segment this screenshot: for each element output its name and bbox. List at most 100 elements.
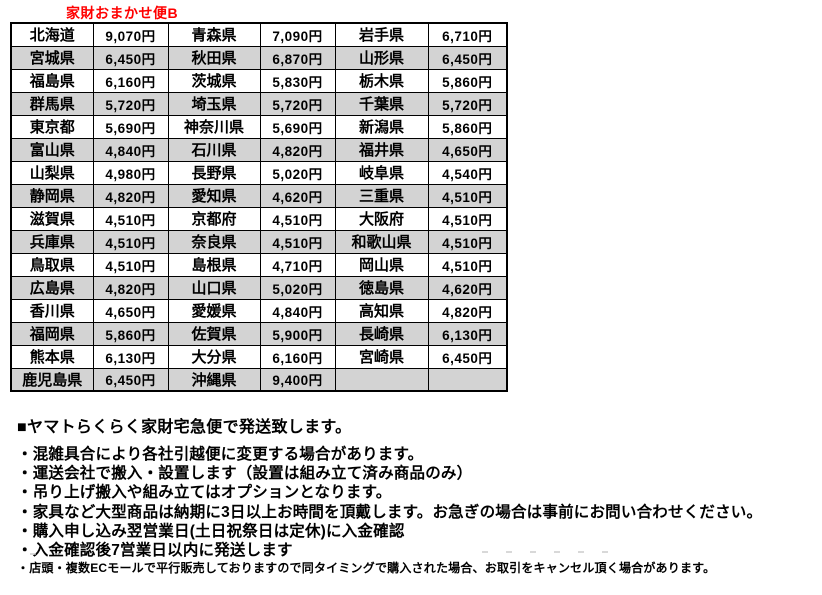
prefecture-cell: 山梨県: [10, 160, 94, 185]
price-cell: 6,160円: [259, 344, 336, 369]
price-cell: 4,510円: [92, 229, 169, 254]
prefecture-cell: 岩手県: [334, 22, 429, 47]
price-cell: 6,160円: [92, 68, 169, 93]
price-cell: 4,710円: [259, 252, 336, 277]
notes-heading: ■ヤマトらくらく家財宅急便で発送致します。: [17, 419, 352, 436]
price-cell: 4,620円: [427, 275, 508, 300]
prefecture-cell: 石川県: [167, 137, 261, 162]
price-cell: 4,820円: [427, 298, 508, 323]
notes-bullet: ・家具など大型商品は納期に3日以上お時間を頂戴します。お急ぎの場合は事前にお問い…: [17, 503, 763, 521]
price-cell: 6,710円: [427, 22, 508, 47]
prefecture-cell: 神奈川県: [167, 114, 261, 139]
price-cell: 5,720円: [259, 91, 336, 116]
page-title: 家財おまかせ便B: [66, 5, 179, 21]
prefecture-cell: 栃木県: [334, 68, 429, 93]
faint-dash-artifact: [482, 551, 622, 553]
price-cell: 5,020円: [259, 160, 336, 185]
table-row: 鳥取県 4,510円 島根県 4,710円 岡山県 4,510円: [10, 252, 508, 277]
price-cell: 9,400円: [259, 367, 336, 392]
prefecture-cell: 徳島県: [334, 275, 429, 300]
fee-table-body: 北海道 9,070円 青森県 7,090円 岩手県 6,710円 宮城県 6,450円 秋田県 6…: [10, 22, 508, 392]
notes-bullet: ・吊り上げ搬入や組み立てはオプションとなります。: [17, 484, 392, 502]
price-cell: 5,720円: [427, 91, 508, 116]
price-cell: 4,510円: [427, 252, 508, 277]
table-row: 宮城県 6,450円 秋田県 6,870円 山形県 6,450円: [10, 45, 508, 70]
price-cell: 5,020円: [259, 275, 336, 300]
prefecture-cell: 東京都: [10, 114, 94, 139]
price-cell: 4,510円: [427, 229, 508, 254]
prefecture-cell: 高知県: [334, 298, 429, 323]
price-cell: 4,510円: [259, 206, 336, 231]
prefecture-cell: 島根県: [167, 252, 261, 277]
price-cell: 4,510円: [427, 206, 508, 231]
prefecture-cell: 愛知県: [167, 183, 261, 208]
price-cell: 4,840円: [92, 137, 169, 162]
prefecture-cell: 岐阜県: [334, 160, 429, 185]
prefecture-cell: 沖縄県: [167, 367, 261, 392]
table-row: 富山県 4,840円 石川県 4,820円 福井県 4,650円: [10, 137, 508, 162]
notes-bullet: ・購入申し込み翌営業日(土日祝祭日は定休)に入金確認: [17, 522, 405, 540]
price-cell: 4,820円: [92, 275, 169, 300]
prefecture-cell: 鳥取県: [10, 252, 94, 277]
prefecture-cell: 北海道: [10, 22, 94, 47]
prefecture-cell: 福島県: [10, 68, 94, 93]
table-row: 群馬県 5,720円 埼玉県 5,720円 千葉県 5,720円: [10, 91, 508, 116]
price-cell: 6,450円: [92, 45, 169, 70]
price-cell: 4,620円: [259, 183, 336, 208]
table-row: 鹿児島県 6,450円 沖縄県 9,400円: [10, 367, 508, 392]
price-cell: 6,870円: [259, 45, 336, 70]
prefecture-cell: 岡山県: [334, 252, 429, 277]
price-cell: 4,510円: [427, 183, 508, 208]
price-cell: 5,860円: [92, 321, 169, 346]
price-cell: 6,130円: [92, 344, 169, 369]
table-row: 福島県 6,160円 茨城県 5,830円 栃木県 5,860円: [10, 68, 508, 93]
price-cell: 6,450円: [427, 344, 508, 369]
prefecture-cell: 滋賀県: [10, 206, 94, 231]
price-cell: 5,690円: [92, 114, 169, 139]
notes-bullet: ・入金確認後7営業日以内に発送します: [17, 542, 293, 560]
prefecture-cell: 愛媛県: [167, 298, 261, 323]
price-cell: 5,860円: [427, 114, 508, 139]
price-cell: 4,510円: [92, 206, 169, 231]
prefecture-cell: [334, 367, 429, 392]
shipping-fee-table: 北海道 9,070円 青森県 7,090円 岩手県 6,710円 宮城県 6,450円 秋田県 6…: [10, 22, 508, 392]
prefecture-cell: 三重県: [334, 183, 429, 208]
price-cell: 5,900円: [259, 321, 336, 346]
prefecture-cell: 広島県: [10, 275, 94, 300]
faint-dash-artifact: [30, 553, 78, 555]
table-row: 熊本県 6,130円 大分県 6,160円 宮崎県 6,450円: [10, 344, 508, 369]
table-row: 山梨県 4,980円 長野県 5,020円 岐阜県 4,540円: [10, 160, 508, 185]
notes-bullet: ・運送会社で搬入・設置します（設置は組み立て済み商品のみ）: [17, 465, 473, 483]
price-cell: 5,720円: [92, 91, 169, 116]
price-cell: 4,510円: [92, 252, 169, 277]
table-row: 香川県 4,650円 愛媛県 4,840円 高知県 4,820円: [10, 298, 508, 323]
notes-bullet-list: ・混雑具合により各社引越便に変更する場合があります。・運送会社で搬入・設置します…: [17, 445, 817, 560]
prefecture-cell: 静岡県: [10, 183, 94, 208]
price-cell: 6,450円: [92, 367, 169, 392]
prefecture-cell: 兵庫県: [10, 229, 94, 254]
prefecture-cell: 福井県: [334, 137, 429, 162]
table-row: 静岡県 4,820円 愛知県 4,620円 三重県 4,510円: [10, 183, 508, 208]
price-cell: 4,820円: [259, 137, 336, 162]
prefecture-cell: 山形県: [334, 45, 429, 70]
prefecture-cell: 熊本県: [10, 344, 94, 369]
price-cell: 4,650円: [427, 137, 508, 162]
prefecture-cell: 富山県: [10, 137, 94, 162]
prefecture-cell: 青森県: [167, 22, 261, 47]
prefecture-cell: 宮城県: [10, 45, 94, 70]
price-cell: 4,510円: [259, 229, 336, 254]
notes-footnote: ・店頭・複数ECモールで平行販売しておりますので同タイミングで購入された場合、お…: [17, 561, 716, 576]
price-cell: [427, 367, 508, 392]
table-row: 東京都 5,690円 神奈川県 5,690円 新潟県 5,860円: [10, 114, 508, 139]
prefecture-cell: 千葉県: [334, 91, 429, 116]
price-cell: 5,690円: [259, 114, 336, 139]
notes-bullet: ・混雑具合により各社引越便に変更する場合があります。: [17, 446, 424, 463]
price-cell: 5,830円: [259, 68, 336, 93]
prefecture-cell: 山口県: [167, 275, 261, 300]
price-cell: 6,130円: [427, 321, 508, 346]
prefecture-cell: 茨城県: [167, 68, 261, 93]
price-cell: 4,820円: [92, 183, 169, 208]
prefecture-cell: 福岡県: [10, 321, 94, 346]
prefecture-cell: 和歌山県: [334, 229, 429, 254]
price-cell: 4,540円: [427, 160, 508, 185]
